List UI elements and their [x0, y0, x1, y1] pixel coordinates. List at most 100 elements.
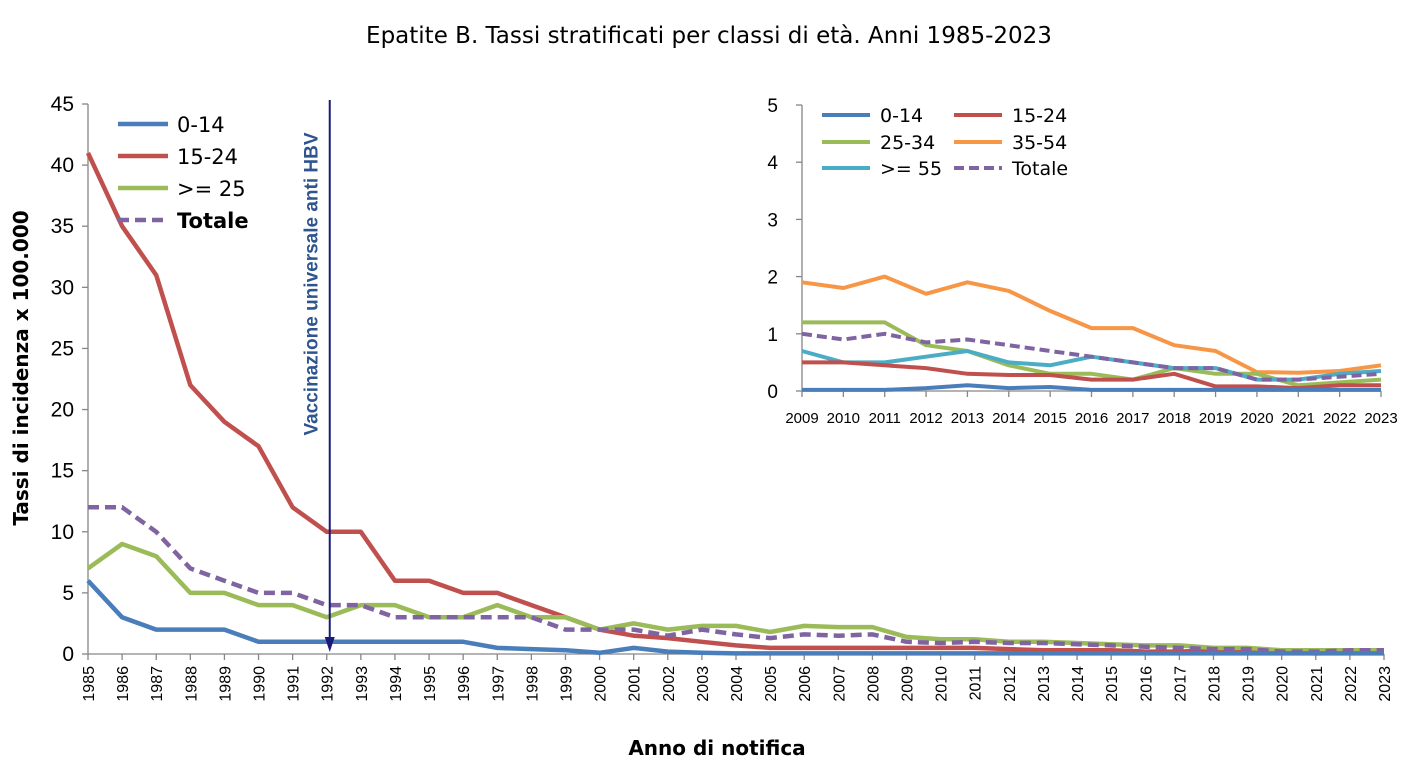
y-tick-label: 45: [51, 93, 74, 116]
x-tick-label: 2004: [729, 666, 746, 702]
vaccination-label: Vaccinazione universale anti HBV: [302, 132, 323, 435]
inset-series-line-0-14: [802, 383, 1381, 392]
main-series: [85, 151, 1384, 656]
inset-x-tick-label: 2015: [1033, 410, 1066, 427]
inset-x-tick-label: 2023: [1364, 410, 1397, 427]
inset-x-tick-label: 2009: [785, 410, 818, 427]
vaccination-annotation: Vaccinazione universale anti HBV: [302, 100, 335, 652]
inset-x-tick-label: 2014: [992, 410, 1025, 427]
y-tick-label: 40: [51, 154, 74, 177]
legend-label-totale: Totale: [177, 209, 249, 233]
inset-legend-label-totale: Totale: [1011, 158, 1068, 180]
x-tick-label: 2012: [1002, 666, 1019, 702]
series-line-15-24: [85, 151, 1384, 656]
inset-legend-label-35-54: 35-54: [1012, 132, 1067, 154]
y-tick-label: 30: [51, 276, 74, 299]
x-tick-label: 1987: [149, 666, 166, 702]
series-line-0-14: [86, 579, 1384, 656]
x-tick-label: 2005: [763, 666, 780, 702]
x-tick-label: 1999: [558, 666, 575, 702]
inset-x-tick-label: 2016: [1075, 410, 1108, 427]
x-tick-label: 1994: [388, 666, 405, 702]
inset-legend-label-25-34: 25-34: [880, 132, 935, 154]
x-tick-label: 2002: [661, 666, 678, 702]
vaccination-arrowhead: [324, 637, 335, 652]
inset-legend-label-ge-55: >= 55: [880, 158, 942, 180]
x-tick-label: 1998: [524, 666, 541, 702]
x-tick-label: 1997: [490, 666, 507, 702]
x-tick-label: 2021: [1309, 666, 1326, 702]
x-tick-label: 2020: [1275, 666, 1292, 702]
inset-y-tick-label: 1: [767, 325, 778, 346]
inset-x-tick-label: 2010: [827, 410, 860, 427]
y-tick-label: 20: [51, 399, 74, 422]
series-line-totale: [88, 505, 1384, 654]
x-tick-label: 2015: [1104, 666, 1121, 702]
inset-series-line-15-24: [802, 360, 1381, 391]
legend-label-0-14: 0-14: [177, 113, 225, 137]
x-tick-label: 1993: [354, 666, 371, 702]
inset-x-tick-label: 2019: [1199, 410, 1232, 427]
inset-y-tick-label: 3: [767, 210, 778, 231]
x-tick-label: 2009: [900, 666, 917, 702]
series-line-ge-25: [86, 541, 1384, 653]
inset-legend-label-0-14: 0-14: [880, 105, 923, 127]
x-tick-label: 2019: [1241, 666, 1258, 702]
x-tick-label: 1989: [217, 666, 234, 702]
inset-legend: 0-14 15-24 25-34 35-54 >= 55 Totale: [822, 105, 1068, 180]
x-tick-label: 1986: [115, 666, 132, 702]
x-tick-label: 2016: [1138, 666, 1155, 702]
inset-legend-label-15-24: 15-24: [1012, 105, 1067, 127]
x-tick-label: 2013: [1036, 666, 1053, 702]
x-tick-label: 2017: [1172, 666, 1189, 702]
inset-series-line-totale: [801, 331, 1382, 382]
x-tick-label: 2023: [1377, 666, 1394, 702]
x-tick-label: 2003: [695, 666, 712, 702]
y-tick-label: 15: [51, 460, 74, 483]
y-tick-label: 25: [51, 337, 74, 360]
inset-chart: 0 1 2 3 4 5 2009 2010 2011 2012 2013 2014 2015 2016 20…: [767, 96, 1397, 427]
x-tick-label: 1985: [81, 666, 98, 702]
legend-label-ge-25: >= 25: [177, 177, 246, 201]
x-tick-label: 2018: [1206, 666, 1223, 702]
y-tick-label: 35: [51, 215, 74, 238]
inset-y-tick-label: 5: [767, 96, 778, 117]
inset-x-tick-label: 2020: [1240, 410, 1273, 427]
inset-x-tick-label: 2013: [951, 410, 984, 427]
y-tick-label: 5: [62, 582, 74, 605]
x-tick-label: 2010: [934, 666, 951, 702]
inset-series: [801, 274, 1382, 392]
inset-y-tick-label: 2: [767, 268, 778, 289]
inset-x-tick-label: 2018: [1158, 410, 1191, 427]
inset-x-tick-label: 2022: [1323, 410, 1356, 427]
main-chart: Tassi di incidenza x 100.000 Anno di not…: [9, 93, 1394, 760]
y-axis-title: Tassi di incidenza x 100.000: [9, 210, 33, 525]
inset-series-line-35-54: [801, 274, 1382, 375]
x-tick-label: 1991: [286, 666, 303, 702]
inset-x-tick-label: 2021: [1282, 410, 1315, 427]
x-tick-label: 2000: [593, 666, 610, 702]
x-tick-label: 2022: [1343, 666, 1360, 702]
x-tick-label: 2014: [1070, 666, 1087, 702]
x-tick-label: 2011: [968, 666, 985, 701]
x-tick-label: 2001: [627, 666, 644, 702]
x-tick-label: 2008: [865, 666, 882, 702]
chart-title: Epatite B. Tassi stratificati per classi…: [366, 23, 1052, 49]
main-legend: 0-14 15-24 >= 25 Totale: [118, 113, 249, 233]
inset-y-tick-label: 4: [767, 153, 778, 174]
y-tick-label: 10: [51, 521, 74, 544]
x-axis-title: Anno di notifica: [628, 736, 805, 760]
x-tick-label: 2006: [797, 666, 814, 702]
inset-x-tick-label: 2017: [1116, 410, 1149, 427]
inset-y-tick-label: 0: [767, 382, 778, 403]
x-tick-label: 2007: [831, 666, 848, 702]
x-tick-label: 1988: [183, 666, 200, 702]
inset-series-line-25-34: [802, 320, 1382, 388]
x-tick-label: 1996: [456, 666, 473, 702]
legend-label-15-24: 15-24: [177, 145, 238, 169]
x-tick-label: 1995: [422, 666, 439, 702]
x-tick-label: 1992: [320, 666, 337, 702]
x-tick-label: 1990: [252, 666, 269, 702]
